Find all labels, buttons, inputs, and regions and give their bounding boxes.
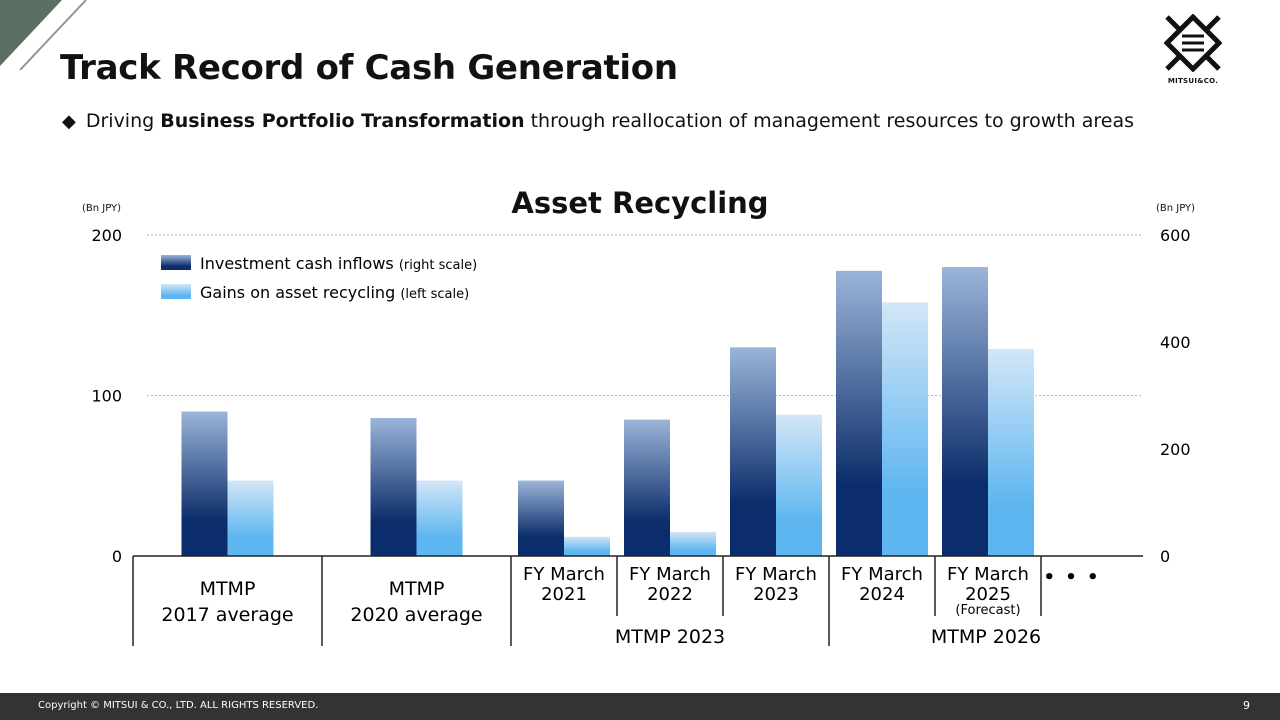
right-tick-label: 400 [1160,333,1191,352]
category-label: FY March [947,564,1029,585]
legend-scale-note: (right scale) [399,258,477,273]
subtitle: ◆ Driving Business Portfolio Transformati… [62,110,1134,132]
logo-mark-icon [1163,13,1223,73]
legend-label: Gains on asset recycling (left scale) [200,283,469,302]
left-axis-unit: (Bn JPY) [82,203,122,214]
right-axis-unit: (Bn JPY) [1156,203,1196,214]
subtitle-suffix: through reallocation of management resou… [524,110,1135,132]
right-tick-label: 0 [1160,547,1170,566]
bullet-diamond-icon: ◆ [62,111,76,132]
logo-text: MITSUI&CO. [1167,77,1219,85]
page-number: 9 [1243,699,1250,712]
right-tick-label: 200 [1160,440,1191,459]
category-note: (Forecast) [955,603,1020,618]
category-label: FY March [629,564,711,585]
bar-investment-inflows [942,267,988,556]
chart-title: Asset Recycling [511,186,769,220]
left-tick-label: 0 [112,547,122,566]
category-label: MTMP [200,578,256,600]
page-title: Track Record of Cash Generation [60,48,678,88]
category-label: FY March [523,564,605,585]
footer-copyright: Copyright © MITSUI & CO., LTD. ALL RIGHT… [38,700,319,711]
right-tick-label: 600 [1160,226,1191,245]
bar-investment-inflows [370,417,417,556]
bar-investment-inflows [624,419,670,556]
bar-gains-recycling [882,302,928,556]
category-label: MTMP [389,578,445,600]
group-label: MTMP 2026 [931,626,1041,648]
category-label: 2025 [965,584,1011,605]
bar-gains-recycling [988,348,1034,556]
category-label: 2022 [647,584,693,605]
category-label: FY March [841,564,923,585]
bar-investment-inflows [181,411,228,556]
legend-label: Investment cash inflows (right scale) [200,254,477,273]
left-tick-label: 100 [91,387,122,406]
subtitle-bold: Business Portfolio Transformation [160,110,525,132]
legend-scale-note: (left scale) [400,287,469,302]
legend-series-name: Gains on asset recycling [200,283,400,302]
legend-swatch [161,284,191,299]
bar-investment-inflows [836,270,882,556]
bar-gains-recycling [416,480,463,556]
category-label: 2023 [753,584,799,605]
group-label: MTMP 2023 [615,626,725,648]
asset-recycling-chart: 0 100 200 0 200 400 600 MTMP 2017 average MTMP 202… [91,226,1191,648]
bar-investment-inflows [518,480,564,556]
subtitle-prefix: Driving [85,110,161,132]
footer: Copyright © MITSUI & CO., LTD. ALL RIGHT… [0,693,1280,720]
bar-investment-inflows [730,347,776,556]
company-logo: MITSUI&CO. [1158,13,1228,85]
legend-series-name: Investment cash inflows [200,254,399,273]
bar-gains-recycling [564,536,610,556]
corner-decoration [0,0,87,70]
left-tick-label: 200 [91,226,122,245]
category-label: 2017 average [161,604,293,626]
category-ellipsis: • • • [1043,567,1100,588]
bar-gains-recycling [227,480,274,556]
legend-swatch [161,255,191,270]
category-label: 2024 [859,584,905,605]
category-label: FY March [735,564,817,585]
category-label: 2020 average [350,604,482,626]
category-label: 2021 [541,584,587,605]
bar-gains-recycling [670,531,716,556]
bar-gains-recycling [776,414,822,556]
